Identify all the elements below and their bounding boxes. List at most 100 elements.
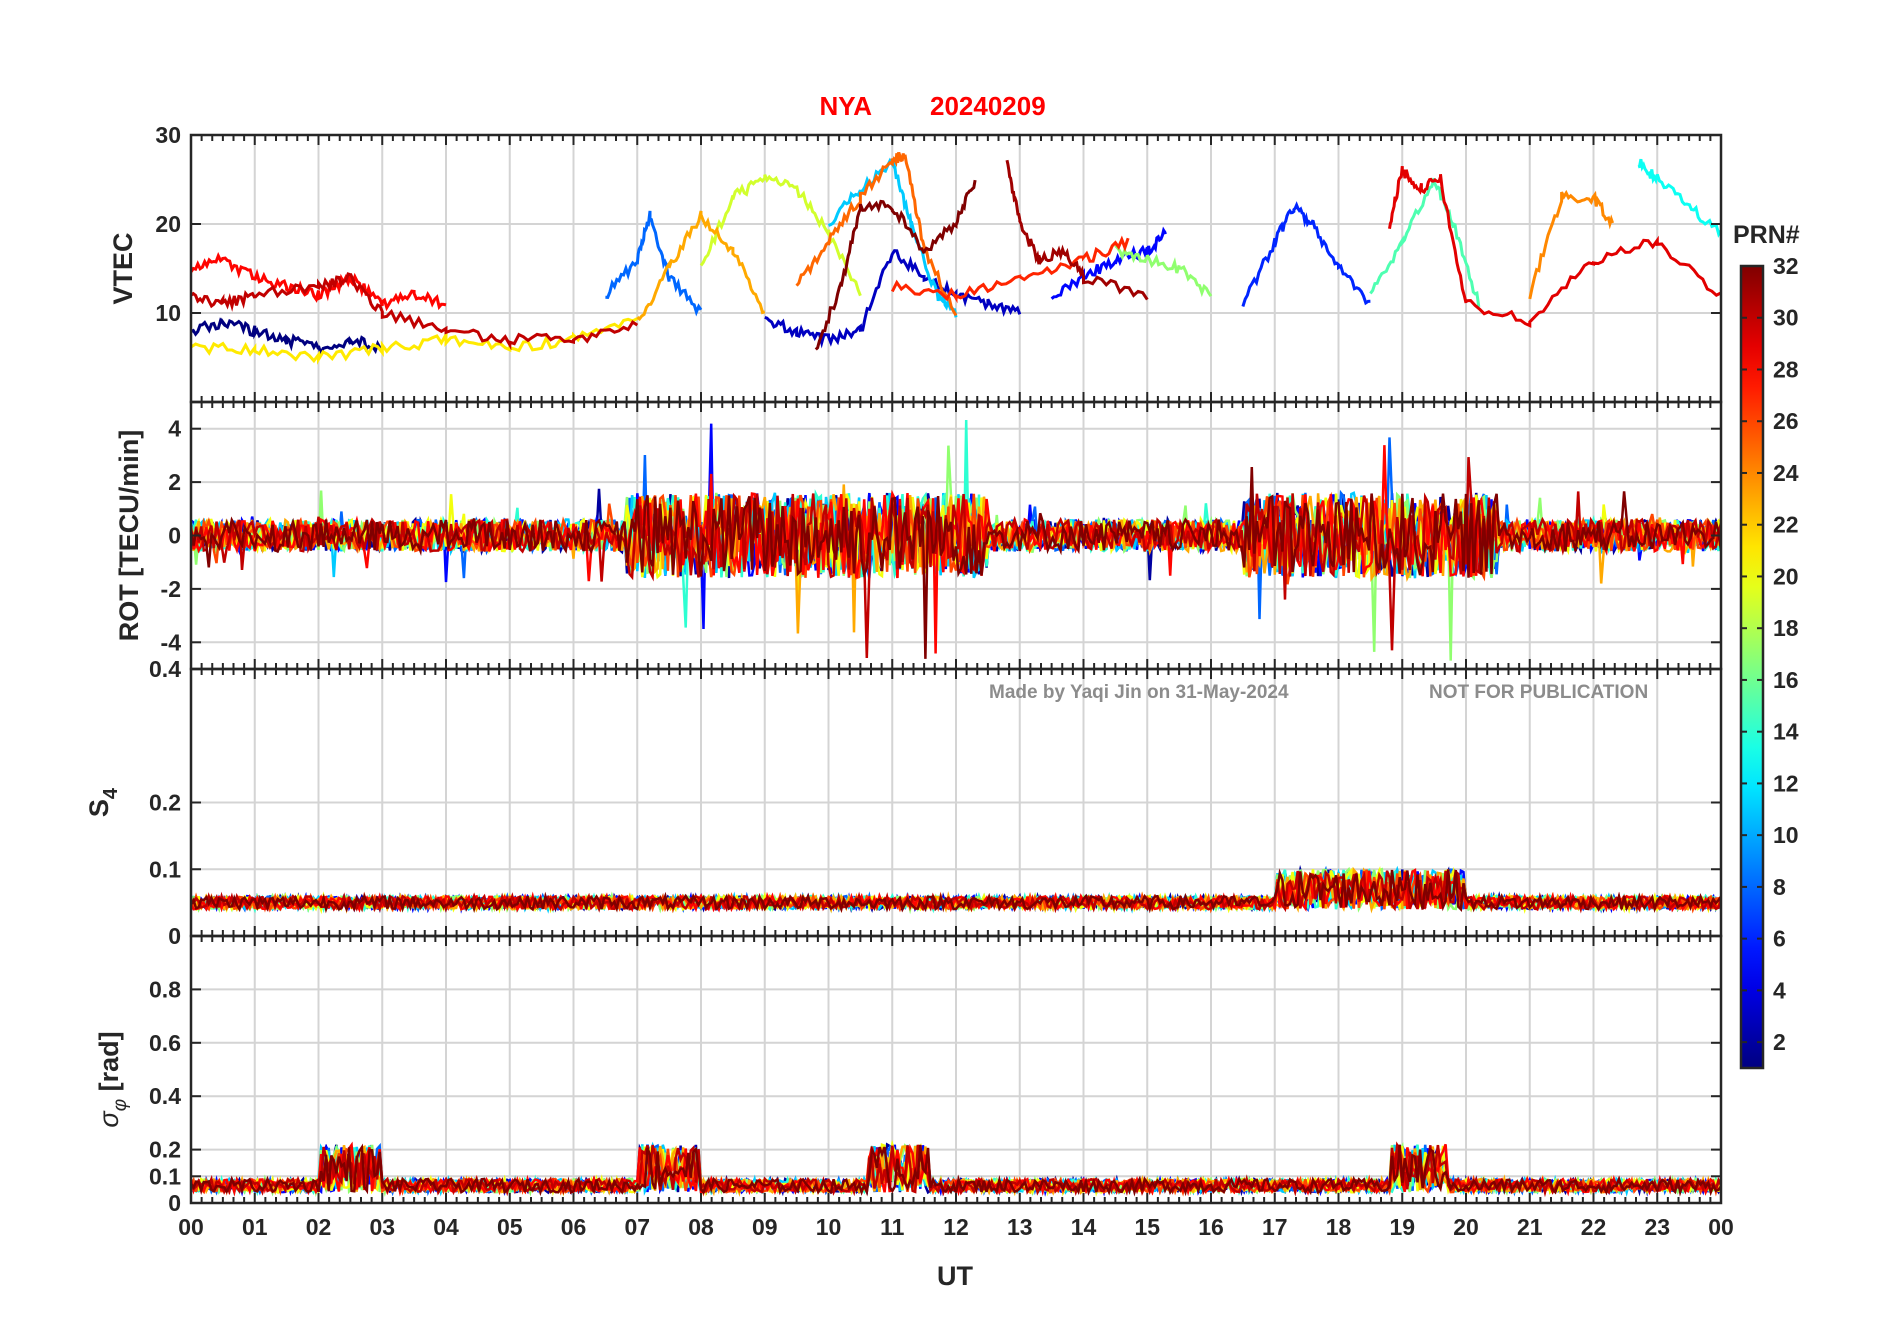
x-tick-label: 20 <box>1453 1214 1479 1240</box>
vtec-trace-prn-11 <box>828 157 958 318</box>
traces <box>191 864 1721 915</box>
x-tick-label: 12 <box>943 1214 969 1240</box>
title-date: 20240209 <box>930 91 1046 121</box>
colorbar-tick-label: 20 <box>1773 563 1799 589</box>
x-tick-label: 07 <box>624 1214 650 1240</box>
colorbar-tick-label: 26 <box>1773 408 1799 434</box>
x-tick-label: 08 <box>688 1214 714 1240</box>
x-tick-label: 16 <box>1198 1214 1224 1240</box>
panel-sigma-phi: 00.10.2 0.4 0.6 0.8 σφ [rad] 00 01 02 03 04 05 06 07… <box>94 934 1734 1240</box>
x-tick-label: 11 <box>880 1214 905 1240</box>
x-tick-label: 22 <box>1581 1214 1607 1240</box>
y-axis-label: S4 <box>84 787 122 817</box>
colorbar-tick-label: 32 <box>1773 253 1799 279</box>
y-tick-label: 4 <box>168 416 181 442</box>
y-tick-label: 0.2 <box>149 1137 181 1163</box>
colorbar-tick-label: 14 <box>1773 719 1799 745</box>
x-tick-label: 19 <box>1389 1214 1415 1240</box>
vtec-trace-prn-17 <box>1114 244 1213 298</box>
sigma_phi-trace-prn-28 <box>191 1141 1721 1197</box>
y-tick-label: 0 <box>168 1190 181 1216</box>
y-axis-label: ROT [TECU/min] <box>114 430 144 641</box>
colorbar-scale <box>1739 264 1765 1070</box>
vtec-trace-prn-6 <box>1241 201 1371 307</box>
x-tick-label: 21 <box>1517 1214 1543 1240</box>
vtec-trace-prn-28 <box>191 251 447 312</box>
x-tick-label: 15 <box>1134 1214 1160 1240</box>
y-tick-label: 0.4 <box>149 656 181 682</box>
sigma_phi-trace-prn-32 <box>191 1143 1721 1197</box>
colorbar-tick-label: 4 <box>1773 977 1786 1003</box>
vtec-trace-prn-23 <box>636 210 766 321</box>
x-tick-label: 03 <box>369 1214 395 1240</box>
colorbar-tick-label: 22 <box>1773 512 1799 538</box>
x-tick-label: 01 <box>242 1214 268 1240</box>
colorbar-tick-label: 8 <box>1773 874 1786 900</box>
y-axis-label: σφ [rad] <box>94 1031 131 1127</box>
colorbar-tick-label: 16 <box>1773 667 1799 693</box>
y-tick-label: -2 <box>161 576 181 602</box>
vtec-trace-prn-8 <box>605 210 703 317</box>
x-tick-label: 02 <box>306 1214 332 1240</box>
y-tick-label: 0.8 <box>149 976 181 1002</box>
y-tick-label: 10 <box>155 300 181 326</box>
traces <box>191 1139 1721 1198</box>
y-tick-label: 2 <box>168 469 181 495</box>
y-tick-label: 0 <box>168 523 181 549</box>
x-tick-label: 10 <box>816 1214 842 1240</box>
x-tick-label: 13 <box>1007 1214 1033 1240</box>
vtec-trace-prn-32 <box>814 179 977 351</box>
x-tick-label: 00 <box>178 1214 204 1240</box>
vtec-trace-prn-1 <box>191 317 384 358</box>
x-tick-label: 06 <box>561 1214 587 1240</box>
y-tick-label: -4 <box>161 629 182 655</box>
vtec-trace-prn-29 <box>1388 165 1721 328</box>
y-tick-label: 0.2 <box>149 790 181 816</box>
y-tick-label: 0.6 <box>149 1030 181 1056</box>
y-axis-label: VTEC <box>108 232 138 304</box>
vtec-trace-prn-30 <box>191 272 639 351</box>
s4-trace-prn-32 <box>191 868 1721 914</box>
y-tick-label: 0 <box>168 923 181 949</box>
y-tick-label: 30 <box>155 122 181 148</box>
colorbar-tick-label: 12 <box>1773 770 1799 796</box>
vtec-trace-prn-24 <box>1528 189 1615 300</box>
vtec-trace-prn-31 <box>1005 159 1149 301</box>
vtec-trace-prn-13 <box>1637 158 1721 238</box>
y-tick-label: 0.4 <box>149 1083 181 1109</box>
x-tick-label: 00 <box>1708 1214 1734 1240</box>
x-tick-label: 17 <box>1262 1214 1288 1240</box>
vtec-trace-prn-5 <box>1050 226 1167 300</box>
y-tick-label: 0.1 <box>149 856 181 882</box>
watermark-notice: NOT FOR PUBLICATION <box>1429 682 1648 703</box>
vtec-trace-prn-27 <box>890 235 1130 304</box>
x-tick-label: 04 <box>433 1214 459 1240</box>
colorbar-tick-label: 18 <box>1773 615 1799 641</box>
colorbar-tick-label: 28 <box>1773 356 1799 382</box>
colorbar-tick-label: 10 <box>1773 822 1799 848</box>
x-tick-label: 09 <box>752 1214 778 1240</box>
colorbar-tick-label: 30 <box>1773 305 1799 331</box>
panel-rot: -4 -2 0 2 4 ROT [TECU/min] <box>114 400 1723 671</box>
y-tick-label: 20 <box>155 211 181 237</box>
panel-vtec: 10 20 30 VTEC <box>108 122 1723 404</box>
x-tick-label: 05 <box>497 1214 523 1240</box>
vtec-trace-prn-3 <box>764 249 1022 349</box>
y-tick-label: 0.1 <box>149 1163 181 1189</box>
x-axis-label: UT <box>937 1261 973 1291</box>
title-station: NYA <box>819 91 872 121</box>
colorbar-tick-label: 2 <box>1773 1029 1786 1055</box>
vtec-trace-prn-25 <box>795 151 958 317</box>
traces <box>191 151 1721 365</box>
colorbar-tick-label: 6 <box>1773 926 1786 952</box>
traces <box>191 419 1721 661</box>
colorbar-label: PRN# <box>1733 221 1800 249</box>
vtec-trace-prn-19 <box>699 174 862 297</box>
rot-trace-prn-32 <box>191 466 1721 659</box>
x-tick-label: 23 <box>1644 1214 1670 1240</box>
x-tick-label: 18 <box>1326 1214 1352 1240</box>
watermark-author: Made by Yaqi Jin on 31-May-2024 <box>989 682 1289 703</box>
colorbar-tick-label: 24 <box>1773 460 1799 486</box>
